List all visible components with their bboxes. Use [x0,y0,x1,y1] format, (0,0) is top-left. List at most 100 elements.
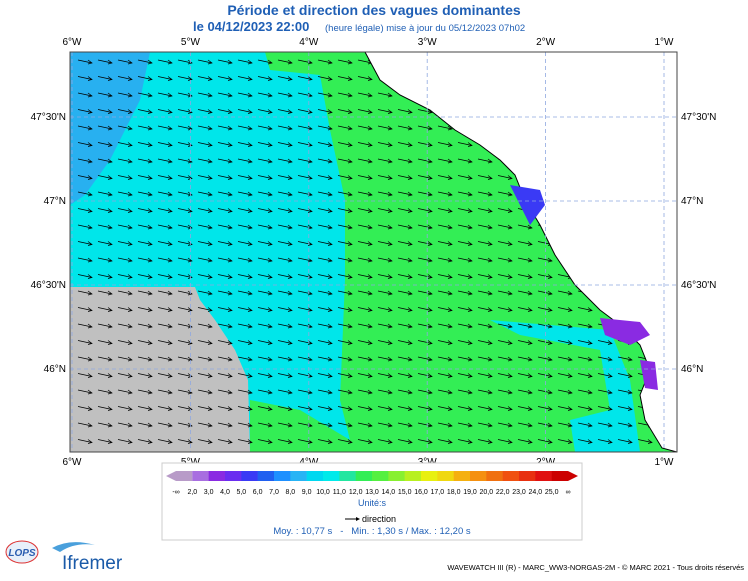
direction-label: direction [362,514,396,524]
wave-arrow [77,340,93,345]
wave-arrow [97,274,113,279]
wave-arrow [297,59,313,65]
wave-arrow [137,406,153,411]
wave-arrow [77,59,93,65]
wave-arrow [357,224,373,230]
wave-arrow [417,208,433,213]
wave-arrow [517,373,533,378]
wave-arrow [237,224,253,230]
wave-arrow [237,125,253,131]
wave-arrow [417,373,433,378]
wave-arrow [457,406,473,411]
wave-arrow [277,241,293,246]
colorbar-label: 17,0 [431,489,445,496]
wave-arrow [217,175,233,180]
wave-arrow [397,373,413,378]
wave-arrow [417,241,433,246]
wave-arrow [277,356,293,362]
wave-arrow [97,389,113,395]
ifremer-wave [52,542,95,552]
wave-arrow [97,158,113,164]
wave-arrow [337,323,353,329]
wave-arrow [577,340,593,345]
wave-arrow [377,175,393,180]
wave-arrow [457,208,473,213]
wave-arrow [77,274,93,279]
wave-arrow [477,389,493,395]
wave-arrow [477,257,493,263]
wave-arrow [317,340,333,345]
wave-arrow [357,307,373,312]
lat-label-left: 46°N [44,364,66,375]
wave-arrow [217,191,233,197]
wave-arrow [397,439,413,444]
wave-arrow [197,389,213,395]
wave-arrow [477,208,493,213]
colorbar-swatch [192,471,209,481]
wave-arrow [117,92,133,98]
wave-arrow [377,439,393,444]
wave-arrow [417,356,433,362]
lops-logo [5,540,39,564]
wave-arrow [97,323,113,329]
wave-arrow [297,307,313,312]
wave-arrow [117,307,133,312]
wave-arrow [197,340,213,345]
wave-arrow [417,389,433,395]
wave-arrow [317,142,333,147]
wave-arrow [117,389,133,395]
wave-arrow [117,109,133,114]
wave-arrow [77,241,93,246]
wave-arrow [357,191,373,197]
wave-arrow [117,241,133,246]
wave-arrow [177,59,193,65]
wave-arrow [137,257,153,263]
wave-arrow [117,175,133,180]
wave-arrow [237,274,253,279]
wave-arrow [157,406,173,411]
wave-arrow [217,373,233,378]
colorbar-label: 12,0 [349,489,363,496]
wave-arrow [377,290,393,296]
wave-arrow [357,109,373,114]
wave-arrow [297,208,313,213]
wave-arrow [157,274,173,279]
wave-arrow [317,274,333,279]
wave-arrow [417,439,433,444]
wave-arrow [197,257,213,263]
wave-arrow [97,175,113,180]
zone-violet [600,318,650,345]
wave-arrow [137,340,153,345]
title: Période et direction des vagues dominant… [227,2,521,18]
wave-arrow [177,125,193,131]
wave-arrow [557,406,573,411]
wave-arrow [77,109,93,114]
colorbar-label: 7,0 [269,489,279,496]
wave-arrow [297,422,313,428]
wave-arrow [137,389,153,395]
wave-arrow [177,109,193,114]
wave-arrow [377,340,393,345]
wave-arrow [77,373,93,378]
wave-arrow [177,356,193,362]
wave-arrow [257,208,273,213]
wave-arrow [417,257,433,263]
wave-arrow [197,109,213,114]
wave-arrow [337,191,353,197]
wave-arrow [297,241,313,246]
wave-arrow [357,158,373,164]
wave-arrow [357,406,373,411]
wave-arrow [217,340,233,345]
graticule [70,52,677,452]
lat-label-right: 47°N [681,196,703,207]
wave-arrow [317,191,333,197]
wave-arrow [77,422,93,428]
wave-arrow [77,76,93,81]
wave-arrow [537,257,553,263]
wave-arrow [597,422,613,428]
wave-arrow [137,208,153,213]
wave-arrow [277,439,293,444]
map [70,52,677,452]
wave-arrow [237,422,253,428]
wave-arrow [537,389,553,395]
